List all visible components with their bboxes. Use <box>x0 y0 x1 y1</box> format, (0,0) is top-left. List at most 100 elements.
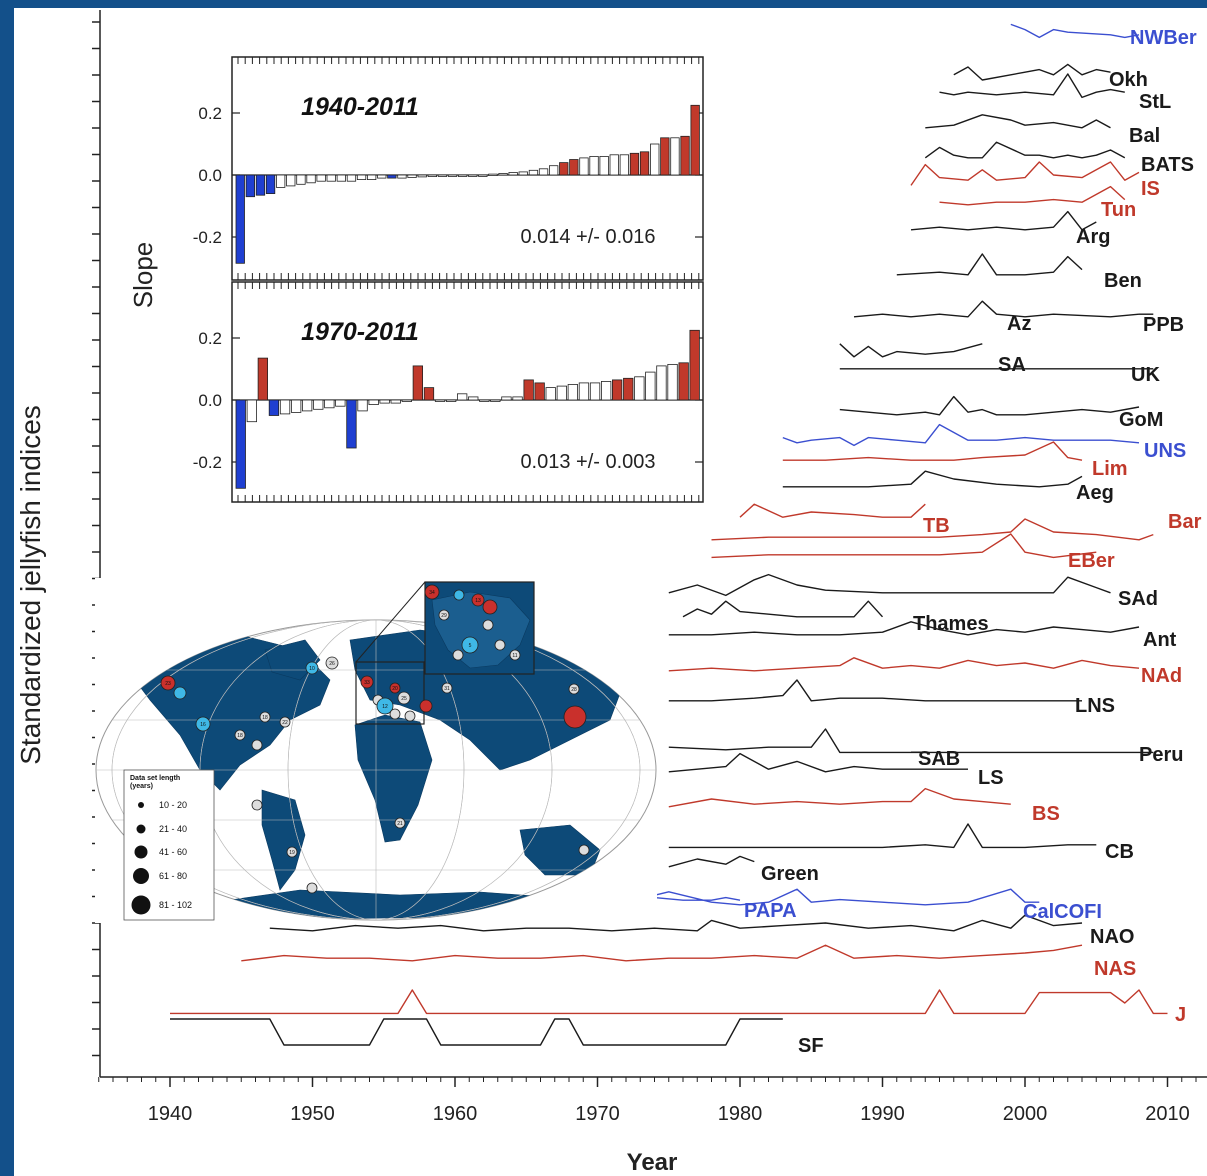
series-line-lim <box>782 441 1083 461</box>
slope-bar <box>589 155 599 176</box>
map-site-label: 16 <box>200 722 206 728</box>
series-line-sad <box>668 573 1111 597</box>
slope-bar <box>650 143 660 176</box>
map-site-marker <box>461 636 479 654</box>
slope-bar <box>528 169 539 176</box>
slope-y-tick-label: -0.2 <box>193 228 222 247</box>
map-site-label: 10 <box>309 666 315 672</box>
map-site-label: 26 <box>329 661 335 667</box>
slope-bar <box>612 379 623 401</box>
map-site-marker <box>568 683 580 695</box>
slope-bar <box>306 174 316 184</box>
map-legend-swatch <box>131 895 151 915</box>
slope-bar <box>619 154 629 176</box>
map-legend-label: 61 - 80 <box>159 871 187 881</box>
map-graticule <box>111 620 641 920</box>
map-site-marker <box>160 675 176 691</box>
series-label-ben: Ben <box>1104 270 1142 292</box>
slope-bar <box>579 157 589 176</box>
slope-y-tick-label: -0.2 <box>193 453 222 472</box>
series-line-nas <box>241 944 1083 962</box>
map-site-marker <box>279 716 291 728</box>
map-site-label: 5 <box>469 643 472 649</box>
slope-bar <box>366 174 377 180</box>
map-site-label: 11 <box>512 653 517 659</box>
slope-bar <box>639 151 650 176</box>
slope-bar <box>457 174 468 177</box>
continent-shape <box>261 789 306 891</box>
map-site-marker <box>306 882 318 894</box>
series-line-nwber <box>1010 23 1140 39</box>
map-site-marker <box>325 656 339 670</box>
series-label-nas: NAS <box>1094 958 1136 980</box>
map-site-label: 21 <box>397 821 403 827</box>
series-label-bats: BATS <box>1141 154 1194 176</box>
series-line-aeg <box>782 470 1083 488</box>
slope-bar <box>623 377 634 401</box>
map-site-marker <box>195 716 211 732</box>
map-site-marker <box>438 609 450 621</box>
slope-bar <box>501 396 512 401</box>
series-line-sa <box>839 343 983 358</box>
series-line-tun <box>939 185 1126 206</box>
series-label-calcofi: CalCOFI <box>1023 901 1102 923</box>
slope-bar <box>356 174 367 180</box>
slope-bar <box>316 174 326 182</box>
slope-inset: 0.2 0.0 -0.2 1940-2011 0.014 +/- 0.016 0.2 0.0… <box>128 50 707 505</box>
slope-bar <box>690 104 700 176</box>
series-line-bs <box>668 787 1011 808</box>
series-line-green <box>668 855 755 868</box>
slope-bar <box>689 329 700 401</box>
map-site-marker <box>397 691 411 705</box>
map-site-marker <box>578 844 590 856</box>
series-line-ant <box>668 621 1140 636</box>
slope-bar <box>456 393 468 401</box>
slope-bar <box>335 399 346 407</box>
series-label-ant: Ant <box>1143 629 1177 651</box>
series-label-aeg: Aeg <box>1076 482 1114 504</box>
map-site-marker <box>251 799 263 811</box>
series-label-nao: NAO <box>1090 926 1134 948</box>
x-tick-label: 1990 <box>860 1103 905 1125</box>
map-site-label: 20 <box>392 686 398 692</box>
slope-bar <box>468 396 479 401</box>
series-label-gom: GoM <box>1119 409 1163 431</box>
series-line-gom <box>839 395 1140 416</box>
slope-bar <box>445 399 457 402</box>
slope-bar <box>423 387 435 401</box>
series-line-is <box>910 161 1140 186</box>
slope-bar <box>412 365 424 401</box>
series-line-okh <box>953 63 1111 81</box>
slope-bar <box>379 399 390 404</box>
slope-bar <box>518 171 528 176</box>
map-site-marker <box>494 639 506 651</box>
map-site-marker <box>419 699 433 713</box>
slope-bar <box>629 152 640 176</box>
map-site-label: 19 <box>289 850 295 856</box>
series-line-thames <box>682 600 884 618</box>
slope-bar <box>609 154 619 176</box>
slope-bar <box>601 380 612 401</box>
slope-bar <box>478 174 488 177</box>
map-site-label: 12 <box>382 704 388 710</box>
series-label-j: J <box>1175 1004 1186 1026</box>
slope-panel-title: 1970-2011 <box>301 318 419 346</box>
europe-land <box>431 591 531 669</box>
series-label-tb: TB <box>923 515 950 537</box>
series-label-bs: BS <box>1032 803 1060 825</box>
series-line-eber <box>711 533 1097 559</box>
slope-bar <box>534 382 545 401</box>
map-site-label: 25 <box>401 696 407 702</box>
series-label-nad: NAd <box>1141 665 1182 687</box>
slope-bar <box>255 174 266 196</box>
slope-bar <box>257 357 269 401</box>
slope-bar <box>468 174 478 177</box>
slope-bar <box>645 371 656 401</box>
map-site-marker <box>376 697 394 715</box>
x-tick-label: 2010 <box>1145 1103 1190 1125</box>
slope-bar <box>678 362 689 401</box>
